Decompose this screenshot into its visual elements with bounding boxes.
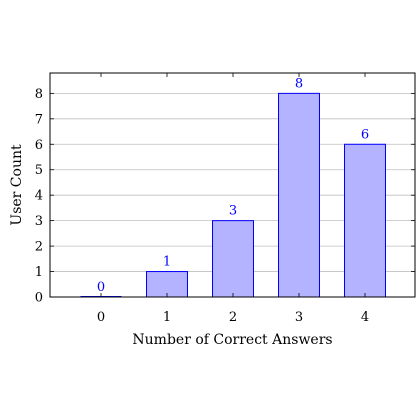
y-tick-label: 3 xyxy=(35,214,43,229)
x-axis-title: Number of Correct Answers xyxy=(132,332,332,348)
bar xyxy=(146,271,188,298)
y-tick-label: 5 xyxy=(35,163,43,178)
data-label: 3 xyxy=(229,204,237,219)
x-tick-label: 3 xyxy=(295,310,303,325)
bar xyxy=(212,220,254,298)
y-tick-label: 1 xyxy=(35,265,43,280)
data-label: 8 xyxy=(295,76,303,91)
tick-marks xyxy=(50,73,415,298)
y-tick-label: 6 xyxy=(35,138,43,153)
y-tick-label: 2 xyxy=(35,240,43,255)
y-tick-label: 0 xyxy=(35,291,43,306)
plot-frame xyxy=(49,72,416,298)
bar xyxy=(344,143,386,298)
y-tick-label: 7 xyxy=(35,112,43,127)
data-labels: 0 1 3 8 6 xyxy=(97,76,369,295)
y-tick-labels: 0 1 2 3 4 5 6 7 8 xyxy=(35,87,43,306)
x-tick-label: 1 xyxy=(163,310,171,325)
y-tick-label: 8 xyxy=(35,87,43,102)
x-tick-label: 2 xyxy=(229,310,237,325)
y-tick-label: 4 xyxy=(35,189,43,204)
x-tick-label: 4 xyxy=(361,310,369,325)
data-label: 6 xyxy=(361,127,369,142)
x-tick-labels: 0 1 2 3 4 xyxy=(97,310,369,325)
bars xyxy=(80,92,386,298)
data-label: 1 xyxy=(163,255,171,270)
x-tick-label: 0 xyxy=(97,310,105,325)
data-label: 0 xyxy=(97,280,105,295)
bar xyxy=(278,92,320,298)
y-axis-title: User Count xyxy=(9,144,25,226)
